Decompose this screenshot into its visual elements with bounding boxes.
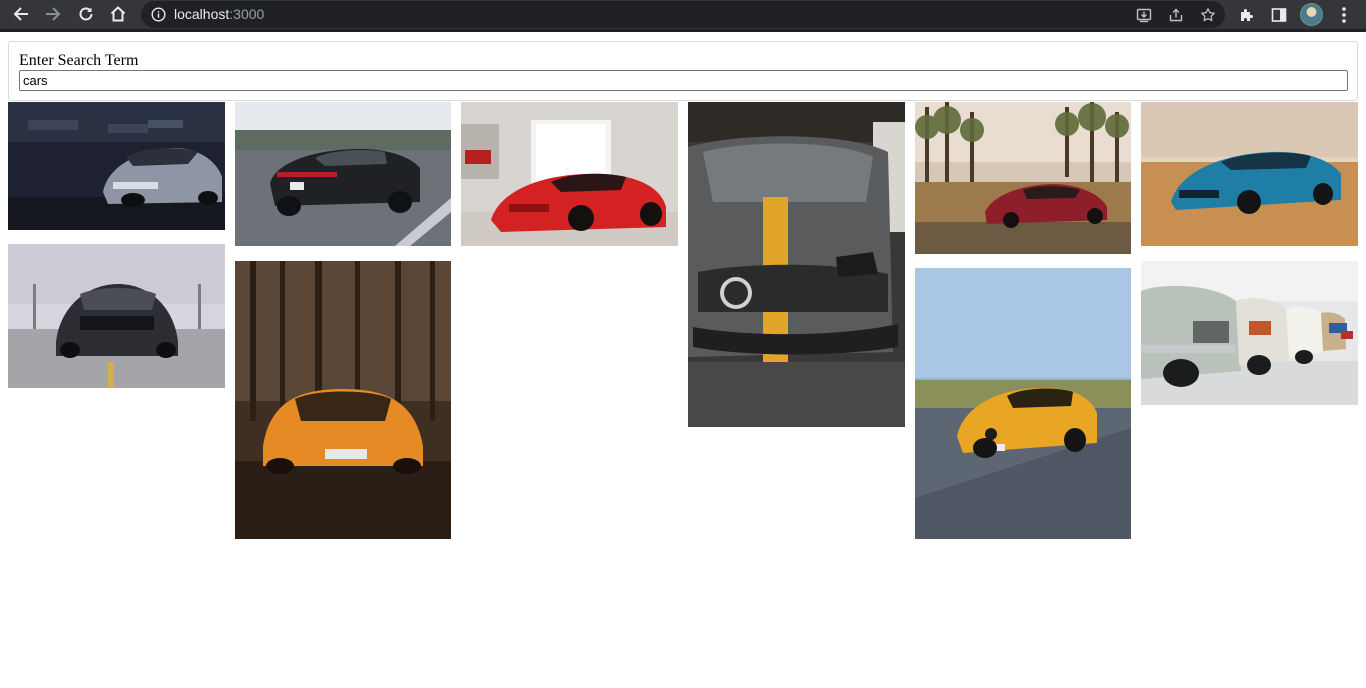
star-icon[interactable]	[1198, 5, 1218, 25]
search-label: Enter Search Term	[19, 52, 139, 69]
photo-card[interactable]	[915, 268, 1131, 539]
home-icon[interactable]	[106, 3, 130, 25]
photo-card[interactable]	[461, 102, 678, 246]
search-form: Enter Search Term	[8, 41, 1358, 101]
search-input[interactable]	[19, 70, 1348, 91]
share-icon[interactable]	[1166, 5, 1186, 25]
url-port: :3000	[229, 6, 265, 22]
url-host: localhost	[174, 6, 230, 22]
arrow-left-icon[interactable]	[9, 3, 33, 25]
photo-card[interactable]	[1141, 261, 1358, 405]
photo-card[interactable]	[688, 102, 905, 427]
photo-card[interactable]	[235, 261, 451, 539]
browser-toolbar: localhost:3000	[0, 0, 1366, 29]
reload-icon[interactable]	[74, 3, 98, 25]
puzzle-icon[interactable]	[1236, 4, 1258, 26]
arrow-right-icon[interactable]	[41, 3, 65, 25]
photo-card[interactable]	[1141, 102, 1358, 246]
kebab-menu-icon[interactable]	[1333, 4, 1355, 26]
address-bar[interactable]: localhost:3000	[141, 1, 1225, 28]
info-icon[interactable]	[151, 7, 166, 27]
photo-card[interactable]	[915, 102, 1131, 254]
photo-card[interactable]	[8, 244, 225, 388]
toolbar-divider	[0, 29, 1366, 32]
profile-avatar[interactable]	[1300, 3, 1323, 26]
url-text[interactable]: localhost:3000	[174, 6, 264, 22]
photo-card[interactable]	[235, 102, 451, 246]
side-panel-icon[interactable]	[1268, 4, 1290, 26]
install-app-icon[interactable]	[1134, 5, 1154, 25]
photo-card[interactable]	[8, 102, 225, 230]
